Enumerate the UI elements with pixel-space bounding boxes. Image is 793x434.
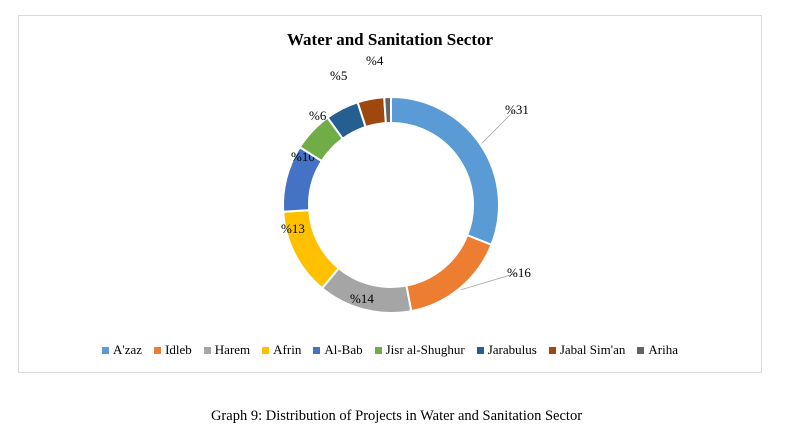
legend-swatch: [203, 346, 211, 354]
leader-line: [461, 272, 518, 291]
figure-caption: Graph 9: Distribution of Projects in Wat…: [210, 408, 583, 424]
legend-item: Afrin: [262, 342, 301, 358]
legend-label: Jarabulus: [487, 342, 537, 357]
legend-swatch: [154, 346, 162, 354]
legend-label: A'zaz: [113, 342, 143, 357]
data-label: %4: [366, 53, 384, 68]
legend-swatch: [548, 346, 556, 354]
data-label: %5: [330, 68, 347, 83]
legend-label: Harem: [214, 342, 251, 357]
data-label: %6: [309, 108, 327, 123]
donut-slice-a-zaz: [390, 95, 500, 247]
legend-item: Idleb: [154, 342, 192, 358]
legend-item: Harem: [203, 342, 251, 358]
legend-swatch: [102, 346, 110, 354]
legend-label: Ariha: [648, 342, 678, 357]
legend-label: Idleb: [165, 342, 192, 357]
data-label: %16: [507, 265, 531, 280]
chart-title: Water and Sanitation Sector: [286, 30, 494, 49]
legend-item: Jabal Sim'an: [548, 342, 626, 358]
legend-label: Jabal Sim'an: [559, 342, 626, 357]
data-label: %13: [281, 221, 305, 236]
data-label: %14: [350, 291, 374, 306]
chart-area: Water and Sanitation Sector %31 %16 %14 %13…: [18, 15, 762, 373]
legend-swatch: [476, 346, 484, 354]
legend-swatch: [374, 346, 382, 354]
legend-swatch: [637, 346, 645, 354]
chart-legend: A'zaz Idleb Harem Afrin Al-Bab Jisr al-Shughu…: [19, 342, 761, 358]
legend-item: A'zaz: [102, 342, 142, 358]
donut-slice-ariha: [383, 95, 392, 125]
legend-label: Afrin: [273, 342, 302, 357]
legend-item: Jisr al-Shughur: [374, 342, 465, 358]
legend-item: Al-Bab: [313, 342, 363, 358]
legend-item: Ariha: [637, 342, 678, 358]
leader-line: [481, 109, 516, 144]
donut-chart: %31%16%14%13%10%6%5%4: [281, 53, 531, 314]
legend-swatch: [262, 346, 270, 354]
legend-label: Al-Bab: [324, 342, 363, 357]
data-label: %31: [505, 102, 529, 117]
legend-label: Jisr al-Shughur: [385, 342, 465, 357]
donut-slice-idleb: [405, 233, 493, 313]
legend-swatch: [313, 346, 321, 354]
legend-item: Jarabulus: [476, 342, 537, 358]
